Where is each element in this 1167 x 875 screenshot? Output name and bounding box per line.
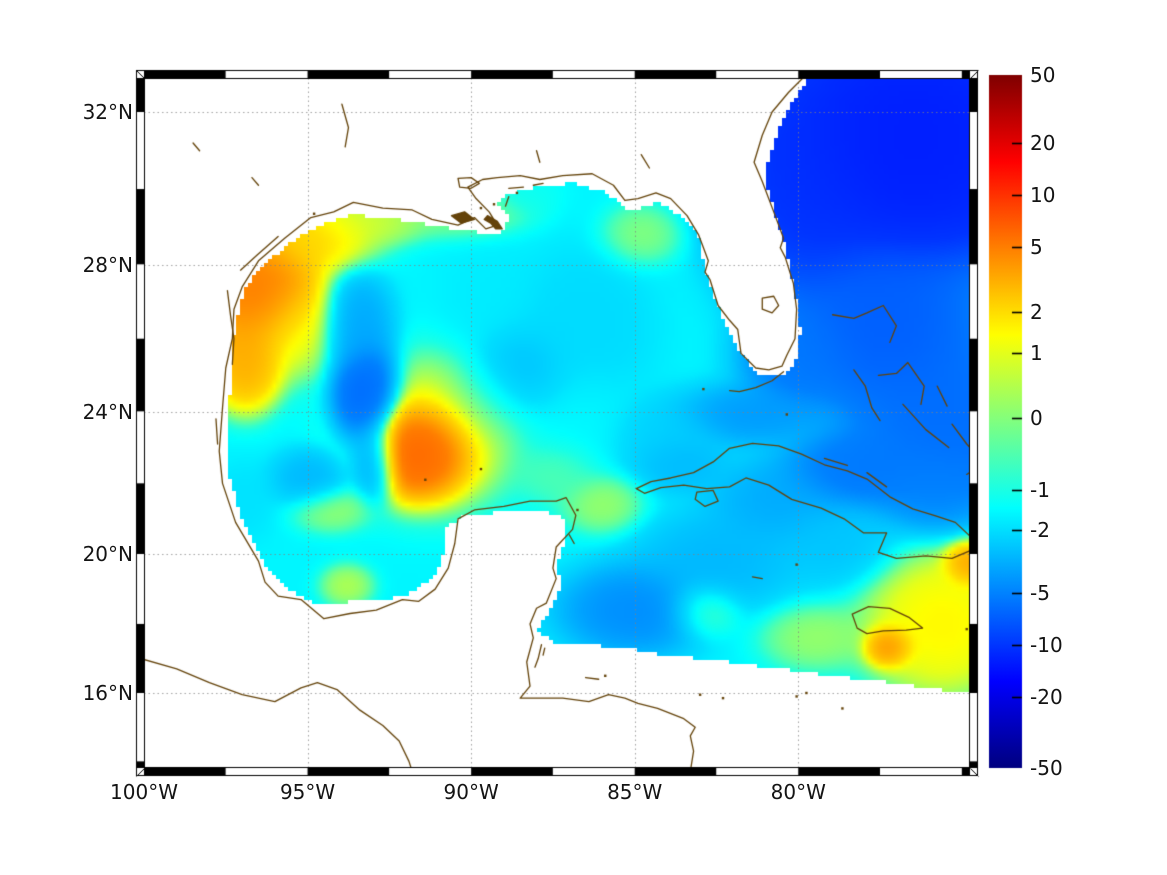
colorbar-tick-label-1: 1 <box>1030 340 1043 365</box>
lat-tick-label-28n: 28°N <box>82 252 133 277</box>
colorbar-tick-label-20: 20 <box>1030 130 1056 155</box>
lon-tick-label-100w: 100°W <box>110 780 178 804</box>
lat-tick-label-16n: 16°N <box>82 681 133 705</box>
colorbar-tick-label-50: 50 <box>1030 63 1056 87</box>
lon-tick-label-85w: 85°W <box>607 780 663 804</box>
colorbar-tick-label-neg5: -5 <box>1030 581 1050 606</box>
colorbar-tick-label-neg2: -2 <box>1030 518 1050 543</box>
colorbar-tick-label-0: 0 <box>1030 406 1043 431</box>
colorbar-tick-label-neg20: -20 <box>1030 685 1063 710</box>
lon-tick-label-90w: 90°W <box>443 780 499 804</box>
colorbar-tick-label-neg1: -1 <box>1030 478 1050 503</box>
lon-tick-label-95w: 95°W <box>279 780 336 804</box>
lat-tick-label-20n: 20°N <box>82 542 133 567</box>
lat-tick-label-24n: 24°N <box>82 399 133 424</box>
colorbar-tick-label-neg50: -50 <box>1030 756 1063 780</box>
lat-tick-label-32n: 32°N <box>82 100 133 124</box>
colorbar-tick-label-2: 2 <box>1030 300 1043 324</box>
colorbar-tick-label-neg10: -10 <box>1030 633 1063 658</box>
colorbar-tick-label-10: 10 <box>1030 182 1056 207</box>
colorbar-tick-label-5: 5 <box>1030 234 1043 259</box>
lon-tick-label-80w: 80°W <box>770 780 826 804</box>
